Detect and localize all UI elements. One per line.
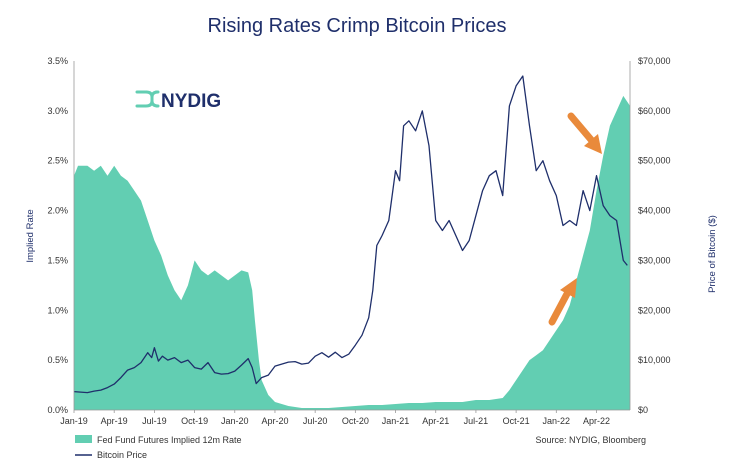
y-left-label: Implied Rate (25, 209, 36, 262)
left-axis: 0.0% 0.5% 1.0% 1.5% 2.0% 2.5% 3.0% 3.5% (47, 56, 68, 415)
left-tick-label: 2.5% (47, 156, 68, 166)
legend: Fed Fund Futures Implied 12m Rate Bitcoi… (75, 435, 242, 460)
nydig-logo: NYDIG (135, 90, 221, 112)
y-right-label: Price of Bitcoin ($) (707, 215, 718, 293)
left-tick-label: 2.0% (47, 206, 68, 216)
right-tick-label: $60,000 (638, 106, 671, 116)
x-tick-label: Jul-19 (142, 416, 167, 426)
source-note: Source: NYDIG, Bloomberg (535, 435, 646, 445)
legend-item-rate: Fed Fund Futures Implied 12m Rate (97, 435, 242, 445)
x-tick-label: Oct-19 (181, 416, 208, 426)
plot-area (73, 61, 631, 411)
x-tick-label: Jan-20 (221, 416, 249, 426)
x-tick-label: Jan-22 (543, 416, 571, 426)
right-tick-label: $40,000 (638, 206, 671, 216)
x-tick-label: Apr-21 (422, 416, 449, 426)
chart-title: Rising Rates Crimp Bitcoin Prices (208, 15, 507, 37)
right-tick-label: $20,000 (638, 305, 671, 315)
x-tick-label: Jan-19 (60, 416, 88, 426)
series-bitcoin-price-line (73, 75, 628, 394)
left-tick-label: 0.0% (47, 405, 68, 415)
left-tick-label: 3.0% (47, 106, 68, 116)
x-tick-label: Jan-21 (382, 416, 410, 426)
x-tick-label: Jul-21 (464, 416, 489, 426)
right-tick-label: $10,000 (638, 355, 671, 365)
x-tick-label: Jul-20 (303, 416, 328, 426)
legend-swatch-rate (75, 435, 92, 443)
right-axis: $0 $10,000 $20,000 $30,000 $40,000 $50,000 $60… (638, 56, 671, 415)
x-tick-label: Apr-19 (101, 416, 128, 426)
x-tick-label: Oct-20 (342, 416, 369, 426)
right-tick-label: $30,000 (638, 255, 671, 265)
legend-item-bitcoin: Bitcoin Price (97, 450, 147, 460)
right-tick-label: $70,000 (638, 56, 671, 66)
left-tick-label: 0.5% (47, 355, 68, 365)
series-implied-rate-area (74, 95, 630, 411)
right-tick-label: $50,000 (638, 156, 671, 166)
x-tick-label: Apr-22 (583, 416, 610, 426)
x-tick-label: Oct-21 (503, 416, 530, 426)
left-tick-label: 1.5% (47, 255, 68, 265)
nydig-logo-icon (135, 90, 160, 108)
right-tick-label: $0 (638, 405, 648, 415)
annotation-arrow-up (548, 278, 577, 326)
left-tick-label: 1.0% (47, 305, 68, 315)
x-axis: Jan-19 Apr-19 Jul-19 Oct-19 Jan-20 Apr-20 Jul-… (60, 410, 610, 426)
x-tick-label: Apr-20 (261, 416, 288, 426)
logo-text: NYDIG (161, 91, 221, 112)
annotation-arrow-down (567, 112, 602, 154)
left-tick-label: 3.5% (47, 56, 68, 66)
